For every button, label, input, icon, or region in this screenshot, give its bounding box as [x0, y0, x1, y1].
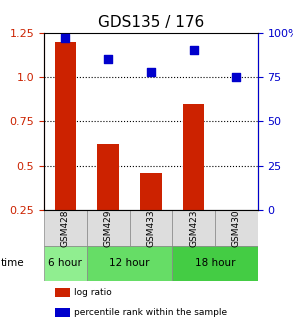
Point [234, 75, 239, 80]
Text: 6 hour: 6 hour [48, 258, 82, 268]
Bar [54, 308, 70, 317]
FancyBboxPatch shape [172, 210, 215, 246]
Text: GSM429: GSM429 [104, 209, 113, 247]
Bar [54, 288, 70, 297]
Bar [226, 210, 247, 254]
FancyBboxPatch shape [44, 210, 87, 246]
Point [63, 35, 68, 41]
FancyBboxPatch shape [44, 246, 87, 281]
Text: log ratio: log ratio [74, 288, 112, 297]
FancyBboxPatch shape [87, 210, 130, 246]
Text: GSM430: GSM430 [232, 209, 241, 247]
FancyBboxPatch shape [87, 246, 172, 281]
FancyBboxPatch shape [172, 246, 258, 281]
Text: GSM423: GSM423 [189, 209, 198, 247]
Text: percentile rank within the sample: percentile rank within the sample [74, 308, 227, 317]
Text: time: time [1, 258, 25, 268]
Title: GDS135 / 176: GDS135 / 176 [98, 15, 204, 30]
Point [106, 57, 110, 62]
Text: 12 hour: 12 hour [109, 258, 150, 268]
Point [191, 48, 196, 53]
Text: GSM433: GSM433 [146, 209, 155, 247]
FancyBboxPatch shape [130, 210, 172, 246]
Point [149, 69, 153, 74]
FancyBboxPatch shape [215, 210, 258, 246]
Text: GSM428: GSM428 [61, 209, 70, 247]
Bar [54, 42, 76, 254]
Bar [140, 173, 162, 254]
Text: 18 hour: 18 hour [195, 258, 235, 268]
Bar [97, 145, 119, 254]
Bar [183, 104, 205, 254]
